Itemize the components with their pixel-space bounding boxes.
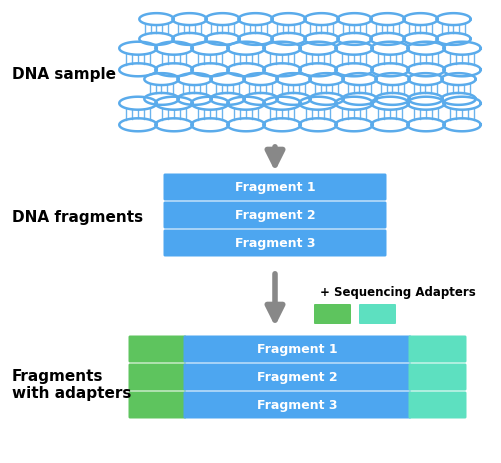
Text: Fragment 3: Fragment 3 xyxy=(257,399,338,412)
Text: DNA sample: DNA sample xyxy=(12,67,116,82)
FancyBboxPatch shape xyxy=(183,392,411,419)
Text: Fragment 1: Fragment 1 xyxy=(234,181,315,194)
FancyBboxPatch shape xyxy=(128,392,186,419)
FancyBboxPatch shape xyxy=(408,336,466,363)
FancyBboxPatch shape xyxy=(128,336,186,363)
Text: Fragment 1: Fragment 1 xyxy=(257,343,338,356)
FancyBboxPatch shape xyxy=(128,364,186,391)
FancyBboxPatch shape xyxy=(183,364,411,391)
Text: + Sequencing Adapters: + Sequencing Adapters xyxy=(320,286,476,299)
Text: Fragment 2: Fragment 2 xyxy=(234,209,315,222)
FancyBboxPatch shape xyxy=(183,336,411,363)
FancyBboxPatch shape xyxy=(314,304,351,324)
FancyBboxPatch shape xyxy=(408,364,466,391)
Text: Fragment 2: Fragment 2 xyxy=(257,371,338,384)
FancyBboxPatch shape xyxy=(163,174,386,201)
Text: Fragments
with adapters: Fragments with adapters xyxy=(12,368,131,400)
FancyBboxPatch shape xyxy=(408,392,466,419)
FancyBboxPatch shape xyxy=(163,230,386,257)
FancyBboxPatch shape xyxy=(359,304,396,324)
Text: DNA fragments: DNA fragments xyxy=(12,210,143,225)
FancyBboxPatch shape xyxy=(163,202,386,229)
Text: Fragment 3: Fragment 3 xyxy=(235,237,315,250)
